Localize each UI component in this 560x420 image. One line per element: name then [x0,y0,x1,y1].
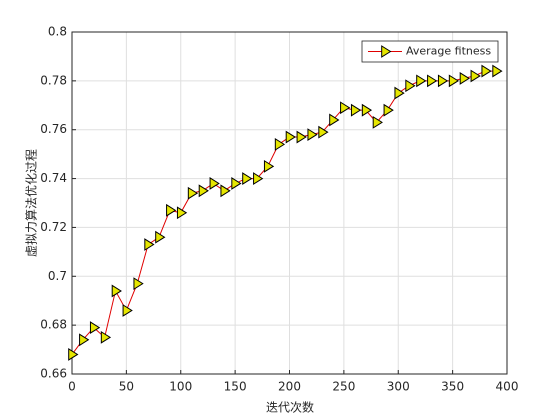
marker [220,184,231,198]
x-tick-label: 150 [224,380,247,394]
marker [427,74,438,88]
legend-label: Average fitness [406,45,491,58]
marker [340,101,351,115]
marker [416,74,427,88]
marker [394,86,405,100]
x-tick-label: 400 [496,380,519,394]
x-tick-label: 300 [387,380,410,394]
marker [274,137,286,151]
y-tick-label: 0.72 [40,220,67,234]
y-tick-label: 0.76 [40,122,67,136]
marker [122,304,133,317]
legend-marker [381,45,392,58]
marker [198,184,209,198]
y-tick-label: 0.8 [48,25,67,39]
marker [448,74,460,88]
marker [155,230,166,244]
marker [459,72,470,85]
marker [372,115,383,129]
x-tick-label: 250 [332,380,355,394]
marker [492,64,503,78]
x-tick-label: 100 [169,380,192,394]
marker [253,172,264,185]
marker [470,69,481,83]
y-tick-label: 0.74 [40,171,67,185]
marker [307,128,318,142]
x-tick-label: 350 [441,380,464,394]
y-tick-label: 0.78 [40,73,67,87]
marker [242,172,253,185]
marker [111,284,122,298]
marker [481,64,492,78]
y-tick-label: 0.66 [40,367,67,381]
legend-box [361,40,499,63]
marker [133,277,144,291]
marker [405,79,416,93]
x-tick-label: 0 [68,380,76,394]
x-axis-label: 迭代次数 [266,400,314,415]
marker [68,348,79,361]
marker [100,330,112,344]
y-tick-label: 0.68 [40,318,67,332]
marker [187,186,199,200]
marker [209,177,220,190]
x-tick-label: 50 [119,380,134,394]
marker [79,333,90,347]
marker [361,103,373,117]
y-axis-label: 虚拟力算法优化过程 [24,149,39,257]
marker [329,113,340,127]
marker [144,238,155,251]
marker [231,177,242,190]
marker [176,206,188,220]
legend: Average fitness [361,40,499,63]
marker [383,103,394,117]
x-tick-label: 200 [278,380,301,394]
marker [437,74,449,88]
marker [263,159,275,173]
marker [166,203,177,217]
marker [285,130,296,144]
marker [296,130,307,144]
marker [89,321,101,334]
y-tick-label: 0.7 [48,269,67,283]
marker [318,125,329,139]
axes-box [71,31,508,375]
marker [350,103,362,117]
